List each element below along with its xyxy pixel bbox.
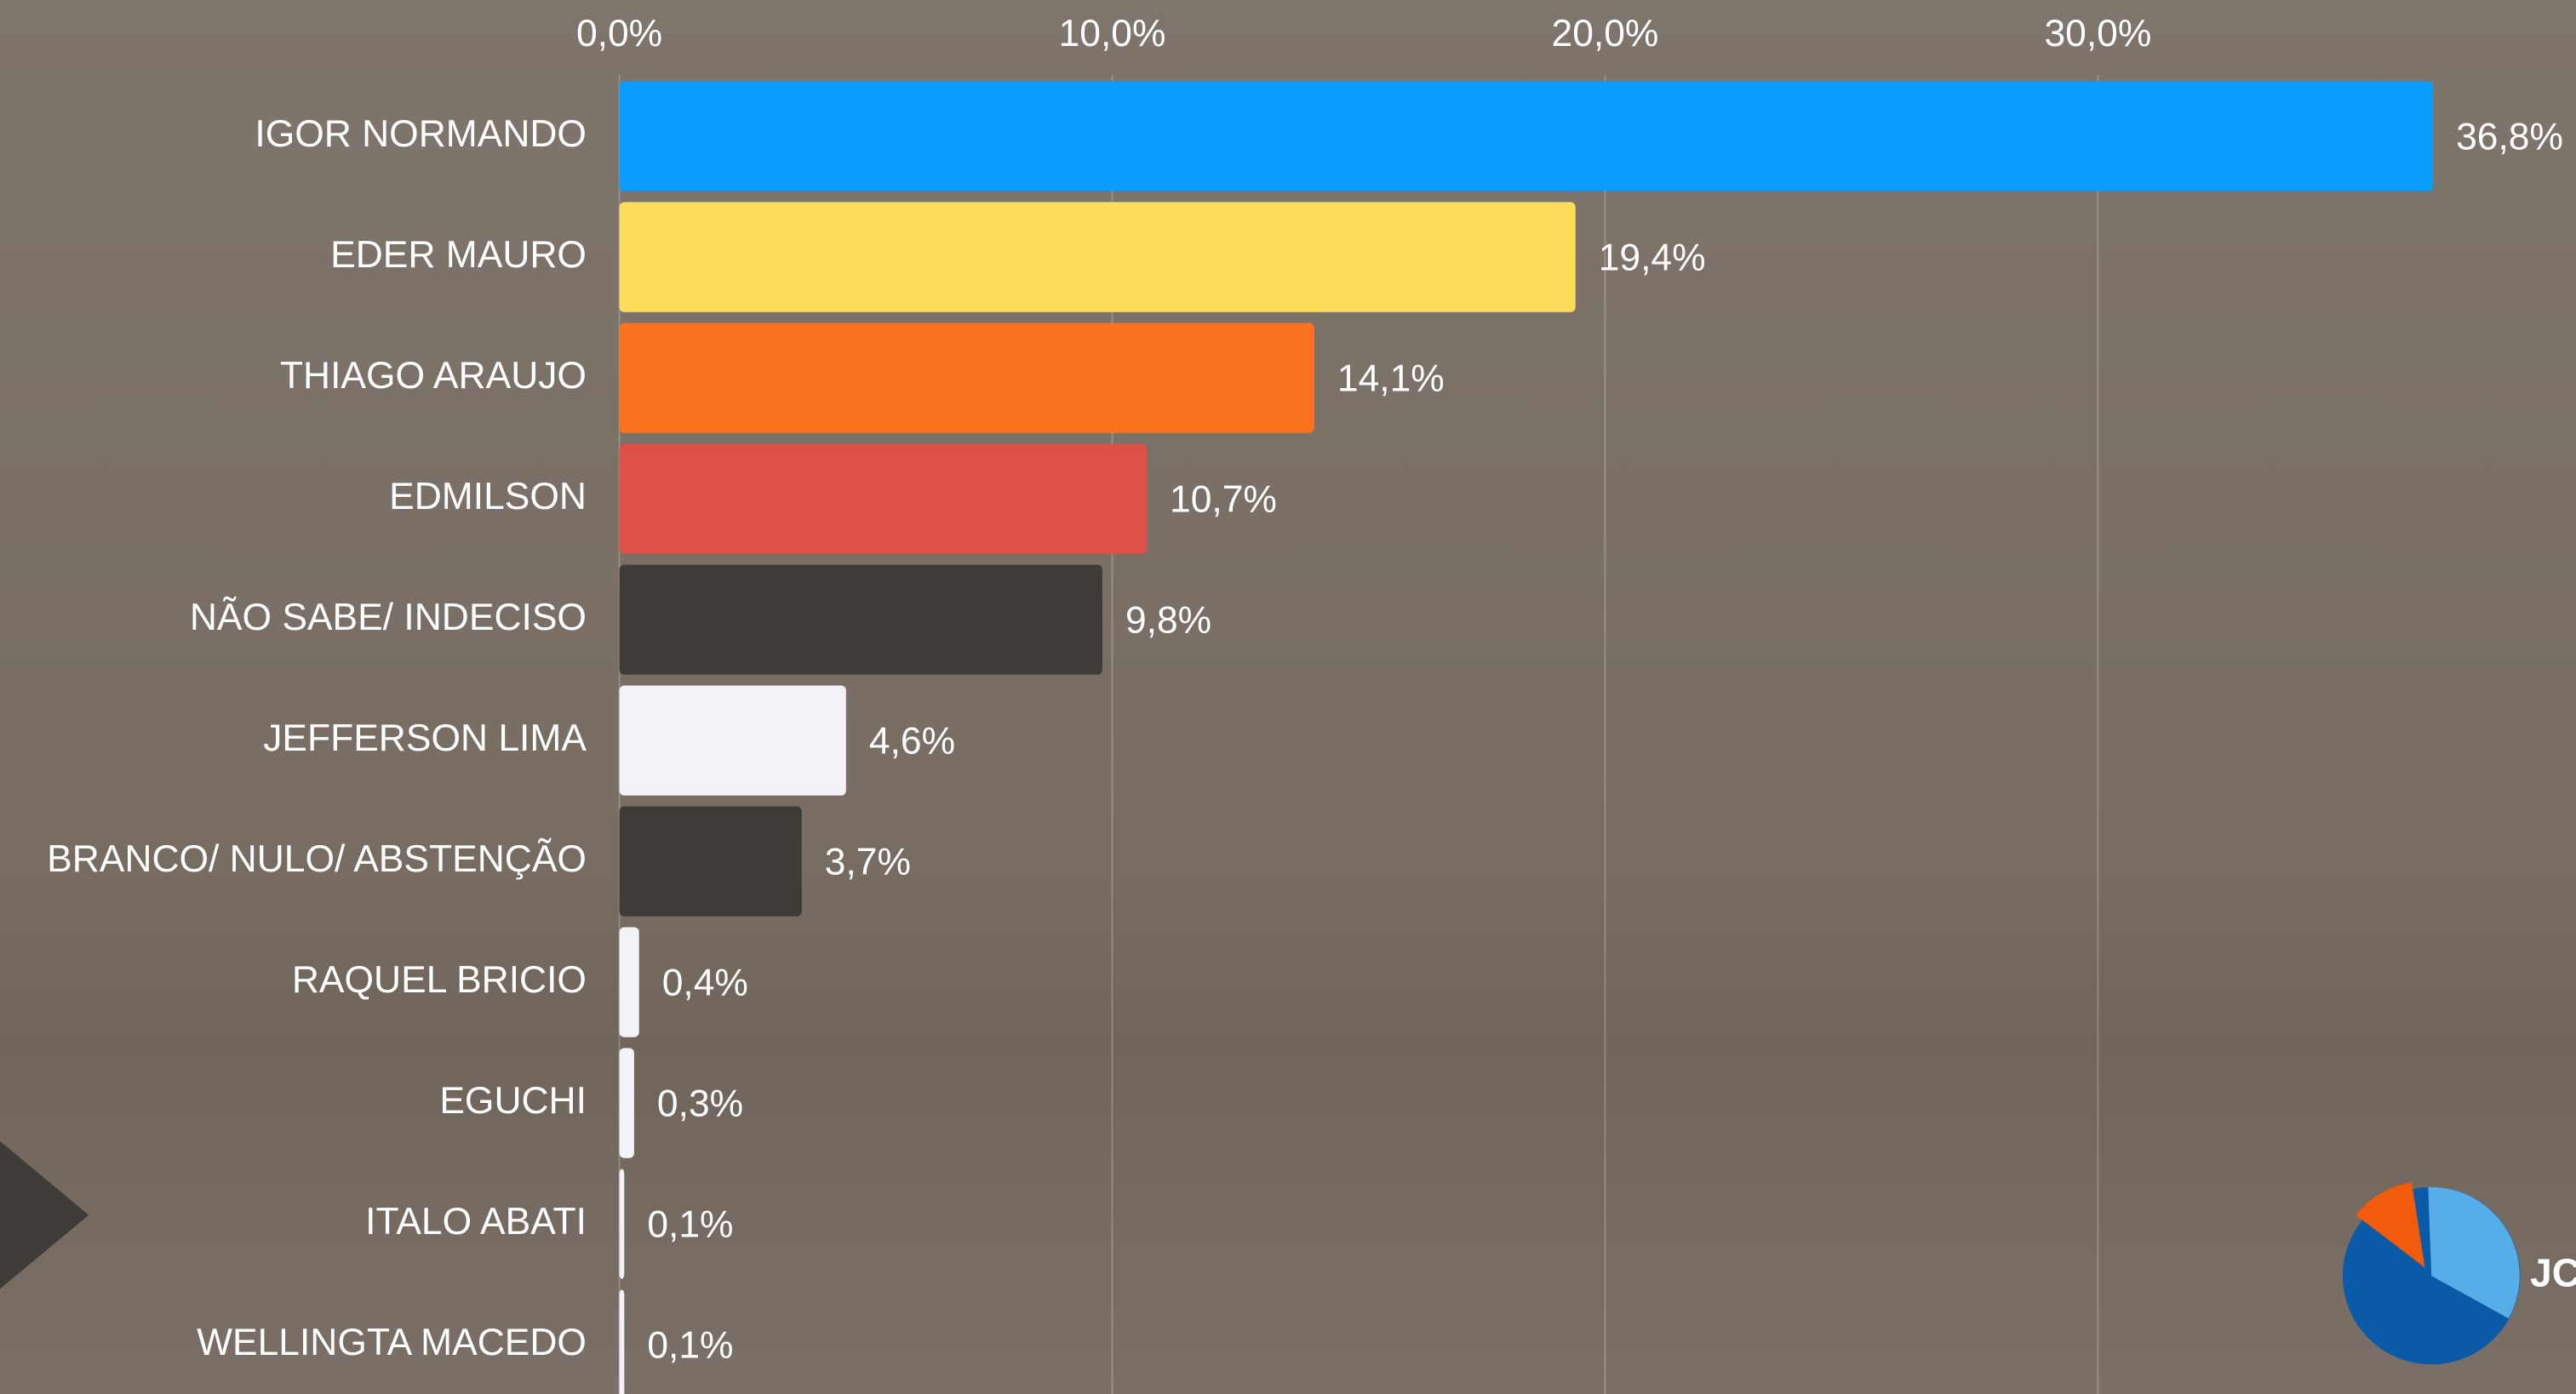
- value-label: 0,1%: [647, 1204, 733, 1246]
- bar: [619, 1168, 625, 1279]
- x-tick-label: 10,0%: [1059, 13, 1166, 54]
- decor-triangle: [0, 1140, 89, 1289]
- y-tick-label: THIAGO ARAUJO: [280, 355, 587, 397]
- bar: [619, 202, 1576, 312]
- value-label: 19,4%: [1599, 237, 1706, 279]
- y-tick-label: NÃO SABE/ INDECISO: [190, 596, 587, 638]
- bar: [619, 443, 1148, 554]
- y-tick-label: IGOR NORMANDO: [255, 113, 587, 155]
- value-label: 4,6%: [869, 721, 955, 763]
- y-tick-label: JEFFERSON LIMA: [263, 717, 587, 759]
- y-tick-label: ITALO ABATI: [365, 1201, 587, 1243]
- bar: [619, 564, 1102, 675]
- y-tick-label: EGUCHI: [439, 1080, 587, 1122]
- value-label: 14,1%: [1337, 358, 1445, 400]
- bar: [619, 1289, 625, 1394]
- x-tick-label: 30,0%: [2044, 13, 2151, 54]
- bar: [619, 81, 2434, 191]
- bar: [619, 685, 846, 796]
- value-label: 36,8%: [2456, 117, 2563, 158]
- bar: [619, 927, 639, 1037]
- value-label: 3,7%: [825, 842, 911, 883]
- y-tick-label: EDMILSON: [389, 476, 587, 517]
- value-label: 9,8%: [1125, 600, 1211, 642]
- bar: [619, 323, 1314, 433]
- value-label: 0,4%: [662, 963, 748, 1004]
- value-label: 0,1%: [647, 1325, 733, 1367]
- y-tick-label: WELLINGTA MACEDO: [197, 1322, 587, 1363]
- y-tick-label: RAQUEL BRICIO: [292, 959, 587, 1001]
- x-tick-label: 20,0%: [1552, 13, 1659, 54]
- y-tick-label: EDER MAURO: [330, 234, 587, 276]
- logo: JC: [2342, 1182, 2576, 1365]
- bar: [619, 806, 802, 917]
- logo-slice: [2428, 1186, 2520, 1319]
- value-label: 10,7%: [1170, 479, 1277, 521]
- x-tick-label: 0,0%: [576, 13, 662, 54]
- value-label: 0,3%: [657, 1083, 743, 1125]
- bar: [619, 1048, 634, 1158]
- logo-slice: [2356, 1182, 2425, 1268]
- logo-text: JC: [2530, 1250, 2576, 1294]
- y-tick-label: BRANCO/ NULO/ ABSTENÇÃO: [47, 837, 587, 880]
